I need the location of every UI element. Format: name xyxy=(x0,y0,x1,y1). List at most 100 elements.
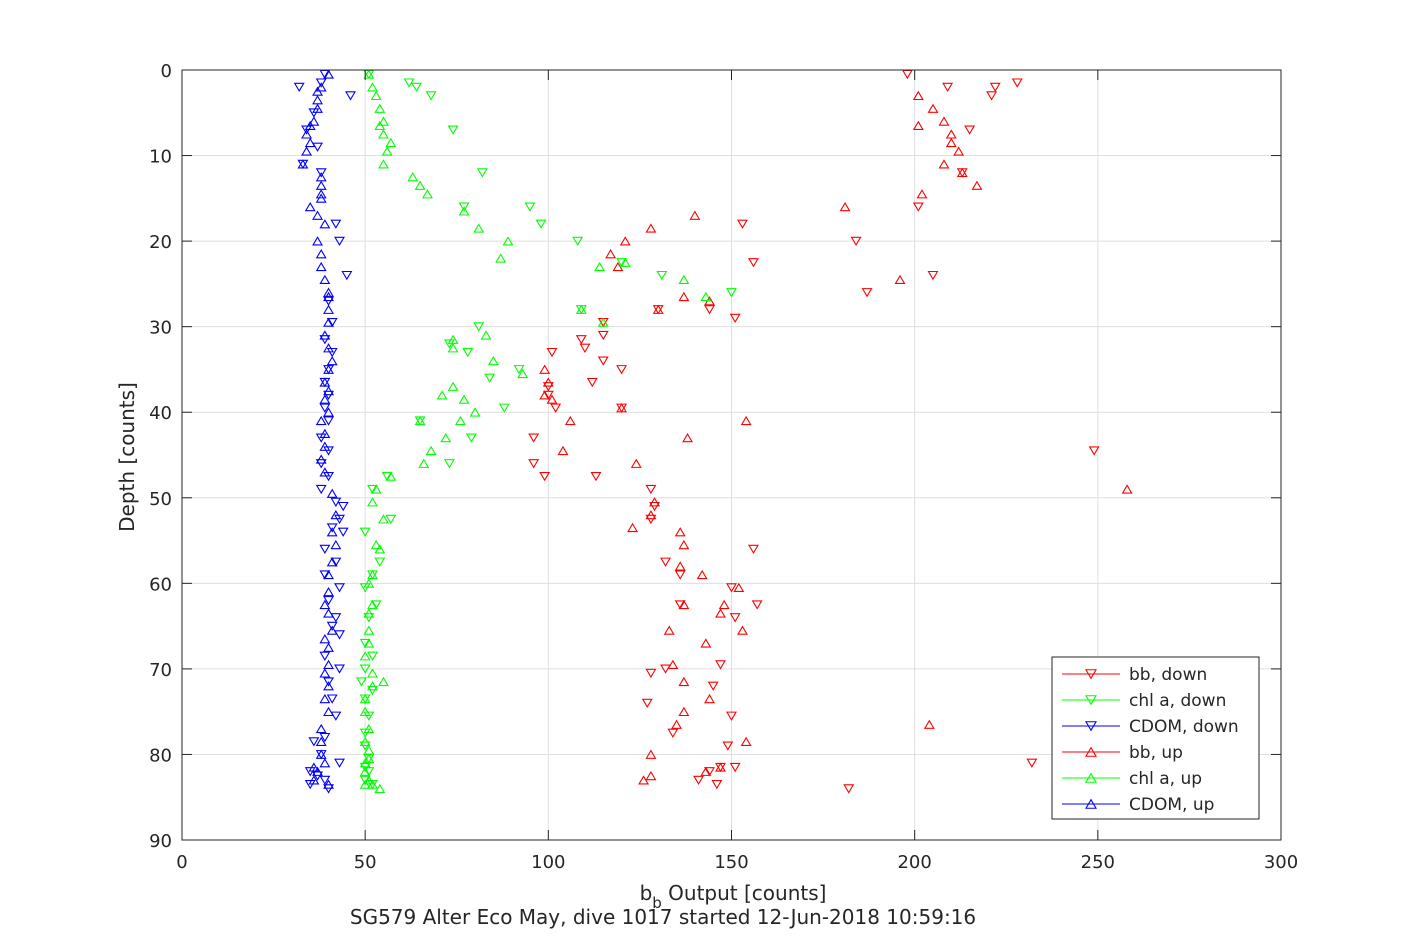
data-point xyxy=(425,445,437,456)
data-point xyxy=(319,651,331,661)
data-point xyxy=(319,428,331,438)
data-point xyxy=(740,415,752,426)
data-point xyxy=(458,206,470,216)
data-point xyxy=(495,253,507,263)
data-point xyxy=(367,484,378,495)
data-point xyxy=(843,784,855,794)
data-point xyxy=(619,257,631,267)
data-point xyxy=(323,569,334,580)
data-point xyxy=(605,249,617,259)
data-point xyxy=(737,625,748,635)
data-point xyxy=(367,668,378,678)
x-tick-label: 250 xyxy=(1081,852,1115,873)
data-point xyxy=(528,459,540,469)
data-point xyxy=(663,625,675,635)
data-point xyxy=(861,288,873,298)
data-point xyxy=(319,377,331,387)
y-tick-label: 70 xyxy=(149,660,172,681)
data-point xyxy=(707,681,719,691)
data-point xyxy=(715,660,726,670)
data-point xyxy=(722,741,734,751)
data-point xyxy=(359,706,371,717)
series-4 xyxy=(359,69,712,794)
data-point xyxy=(700,638,712,648)
y-axis-ticks: 0 10 20 30 40 50 60 70 80 90 xyxy=(149,61,1281,852)
legend-marker xyxy=(1085,772,1097,783)
data-point xyxy=(956,167,968,178)
data-point xyxy=(700,766,712,776)
data-point xyxy=(462,347,474,358)
data-point xyxy=(381,146,393,156)
data-point xyxy=(447,343,459,353)
data-point xyxy=(326,694,338,704)
data-point xyxy=(367,651,378,661)
data-point xyxy=(953,146,965,156)
data-point xyxy=(539,472,551,482)
x-tick-label: 0 xyxy=(176,852,187,873)
data-point xyxy=(572,236,584,247)
data-point xyxy=(729,613,741,623)
data-point xyxy=(564,415,576,426)
data-point xyxy=(323,317,334,327)
data-point xyxy=(363,767,375,777)
data-point xyxy=(326,621,338,632)
data-point xyxy=(938,116,950,126)
legend-marker xyxy=(1085,669,1097,680)
data-point xyxy=(986,91,998,101)
data-point xyxy=(715,762,726,772)
data-point xyxy=(363,69,375,79)
data-point xyxy=(315,749,327,759)
data-point xyxy=(682,432,694,443)
data-point xyxy=(381,472,393,482)
data-point xyxy=(323,416,334,426)
data-point xyxy=(575,304,587,314)
data-point xyxy=(938,159,950,169)
data-point xyxy=(334,236,345,247)
data-point xyxy=(363,638,375,648)
data-point xyxy=(323,677,334,687)
data-point xyxy=(1011,78,1023,88)
data-point xyxy=(367,599,378,610)
data-point xyxy=(748,258,759,268)
data-point xyxy=(729,762,741,773)
data-point xyxy=(323,287,334,297)
data-point xyxy=(498,403,510,413)
data-point xyxy=(319,599,331,610)
data-point xyxy=(616,403,628,413)
legend-label: chl a, up xyxy=(1129,769,1202,789)
data-point xyxy=(315,193,327,203)
data-point xyxy=(964,125,976,135)
data-point xyxy=(579,343,591,353)
data-point xyxy=(645,770,657,781)
data-point xyxy=(678,599,690,610)
data-point xyxy=(447,125,459,135)
data-point xyxy=(473,322,485,332)
data-point xyxy=(590,472,602,482)
data-point xyxy=(308,762,320,772)
data-point xyxy=(334,664,345,674)
data-point xyxy=(912,120,924,130)
data-point xyxy=(619,236,631,246)
data-point xyxy=(315,189,327,199)
data-point xyxy=(597,317,609,327)
data-point xyxy=(330,557,342,567)
data-point xyxy=(700,291,712,302)
data-point xyxy=(671,719,683,729)
data-point xyxy=(627,522,639,533)
data-point xyxy=(711,780,723,790)
data-point xyxy=(308,775,320,785)
data-point xyxy=(370,539,382,550)
data-point xyxy=(674,527,686,537)
data-point xyxy=(363,723,375,734)
data-point xyxy=(458,202,470,212)
data-point xyxy=(751,600,763,610)
data-point xyxy=(674,561,686,571)
data-point xyxy=(323,681,334,691)
legend-box xyxy=(1051,656,1260,820)
x-tick-label: 150 xyxy=(714,852,748,873)
data-point xyxy=(729,313,741,324)
data-point xyxy=(616,365,628,375)
data-point xyxy=(850,236,862,247)
data-point xyxy=(326,523,338,533)
data-point xyxy=(359,766,371,776)
